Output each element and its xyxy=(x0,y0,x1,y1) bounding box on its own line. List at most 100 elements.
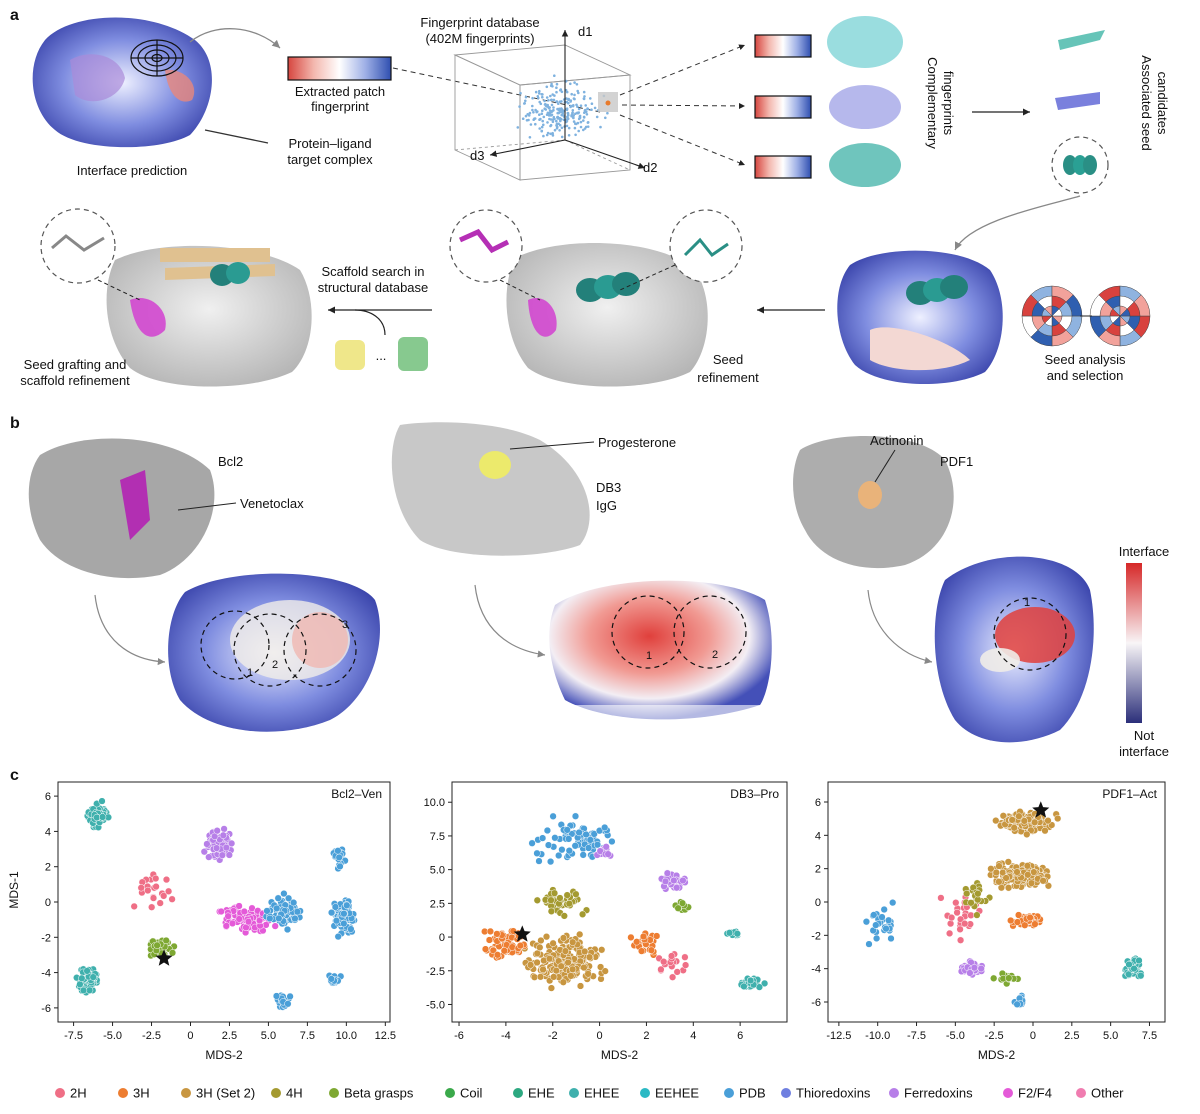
database-point xyxy=(542,134,545,138)
seed-candidate-hairpin xyxy=(1055,92,1100,110)
y-tick-label: 10.0 xyxy=(424,797,445,809)
scatter-point xyxy=(526,961,535,969)
database-point xyxy=(541,119,544,123)
chart-title: Bcl2–Ven xyxy=(331,787,382,801)
database-point xyxy=(518,105,521,108)
scatter-point xyxy=(956,925,964,933)
y-tick-label: 2 xyxy=(45,862,51,874)
scatter-point xyxy=(1014,911,1023,919)
complementary-fingerprint-bars xyxy=(754,34,812,179)
database-point xyxy=(558,108,562,112)
scatter-point xyxy=(576,930,584,939)
scatter-point xyxy=(568,965,577,973)
scatter-point xyxy=(533,849,541,857)
interface-colorbar xyxy=(1126,563,1142,723)
scatter-point xyxy=(602,843,610,851)
extract-arrow xyxy=(189,28,281,49)
scatter-point xyxy=(872,934,881,943)
scatter-point xyxy=(1031,920,1039,928)
reference-star-marker xyxy=(155,949,173,966)
x-tick-label: 7.5 xyxy=(300,1030,315,1042)
db3-label-1: DB3 xyxy=(596,480,621,495)
query-point xyxy=(605,100,611,106)
database-point xyxy=(575,103,578,107)
scatter-point xyxy=(953,908,961,917)
database-point xyxy=(534,90,538,94)
scatter-point xyxy=(572,890,580,898)
seed-analysis-wheels xyxy=(1021,285,1151,347)
scatter-point xyxy=(582,830,590,839)
x-tick-label: -2.5 xyxy=(142,1030,161,1042)
complementary-label-1: Complementary xyxy=(925,57,940,149)
x-tick-label: 0 xyxy=(597,1030,603,1042)
scatter-point xyxy=(235,915,243,923)
bcl2-cartoon xyxy=(28,438,215,579)
reference-star-marker xyxy=(513,925,531,942)
scatter-point xyxy=(336,862,344,871)
x-tick-label: 2.5 xyxy=(1064,1030,1079,1042)
db3-patch-circles xyxy=(611,595,747,669)
target-complex-label-2: target complex xyxy=(287,152,373,167)
mds-chart-1: Bcl2–Ven -7.5 -5.0 -2.5 0 2.5 5.0 7.5 10.0 12.5 6 4… xyxy=(41,781,396,1062)
scatter-point xyxy=(545,955,554,963)
scatter-point xyxy=(586,836,594,844)
database-point xyxy=(572,114,575,117)
database-point xyxy=(537,92,541,95)
y-tick-label: 4 xyxy=(815,830,821,842)
database-point xyxy=(540,125,544,129)
y-tick-label: -4 xyxy=(811,964,821,976)
scatter-point xyxy=(880,905,888,914)
database-point xyxy=(565,100,569,104)
scatter-point xyxy=(293,908,302,916)
scatter-point xyxy=(168,895,176,903)
scatter-point xyxy=(347,925,355,933)
y-tick-label: -6 xyxy=(811,997,821,1009)
progesterone-label: Progesterone xyxy=(598,435,676,450)
database-point xyxy=(569,100,572,103)
database-point xyxy=(542,115,546,119)
scatter-point xyxy=(882,925,890,933)
database-point xyxy=(552,98,556,102)
scatter-point xyxy=(273,904,281,913)
scatter-point xyxy=(213,827,221,835)
scatter-point xyxy=(1130,964,1138,973)
legend-swatch xyxy=(118,1088,128,1098)
axis-d2: d2 xyxy=(643,160,657,175)
scatter-point xyxy=(539,965,547,974)
scatter-point xyxy=(992,868,1000,877)
scatter-point xyxy=(544,841,553,849)
legend-label: F2/F4 xyxy=(1018,1086,1052,1101)
database-point xyxy=(534,122,537,126)
scatter-point xyxy=(884,916,893,924)
scatter-point xyxy=(887,934,895,943)
scatter-point xyxy=(667,952,676,960)
database-point xyxy=(569,82,572,86)
x-tick-label: 12.5 xyxy=(375,1030,396,1042)
y-tick-label: 2.5 xyxy=(430,898,445,910)
x-axis-label: MDS-2 xyxy=(978,1048,1016,1062)
database-point xyxy=(546,131,550,135)
scatter-point xyxy=(571,842,579,850)
colorbar-bottom-label-2: interface xyxy=(1119,744,1169,759)
scatter-point xyxy=(340,910,348,918)
db-title-2: (402M fingerprints) xyxy=(425,31,534,46)
legend-swatch xyxy=(1076,1088,1086,1098)
database-point xyxy=(560,113,563,117)
database-point xyxy=(556,115,560,119)
match-arrows xyxy=(619,44,746,166)
patch-contour-icon xyxy=(130,39,184,77)
bcl2-patch-3: 3 xyxy=(342,619,348,631)
scatter-point xyxy=(542,933,551,941)
scatter-point xyxy=(639,932,648,941)
scatter-point xyxy=(565,847,573,855)
scatter-point xyxy=(559,978,567,986)
scatter-point xyxy=(590,830,598,838)
database-point xyxy=(538,89,541,93)
scatter-point xyxy=(549,939,557,947)
database-point xyxy=(559,88,562,92)
pdf1-surface xyxy=(934,556,1094,743)
legend-label: EEHEE xyxy=(655,1086,699,1101)
scatter-point xyxy=(995,862,1003,870)
database-point xyxy=(557,102,560,105)
scatter-point xyxy=(78,974,86,982)
